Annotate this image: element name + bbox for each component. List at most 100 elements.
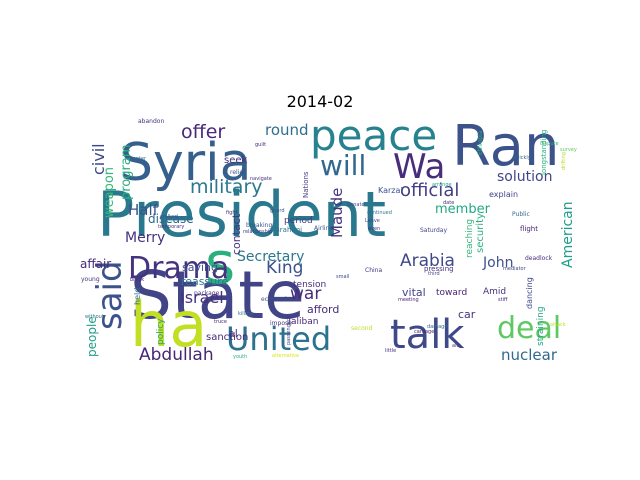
cloud-word-guard: guard <box>270 208 285 214</box>
cloud-word-sanction: sanction <box>206 332 248 343</box>
cloud-word-attack: attack <box>550 322 566 328</box>
cloud-word-offer: offer <box>181 121 225 143</box>
cloud-word-taliban: Taliban <box>286 317 318 327</box>
cloud-word-affair: affair <box>80 257 111 271</box>
cloud-word-impose: impose <box>270 320 292 327</box>
figure-title: 2014-02 <box>286 92 354 111</box>
cloud-word-dancing: dancing <box>525 277 534 309</box>
cloud-word-secretary: Secretary <box>237 249 304 265</box>
cloud-word-united: United <box>226 320 331 358</box>
cloud-word-round: round <box>265 121 309 139</box>
cloud-word-damage: damage <box>427 324 447 330</box>
cloud-word-american: American <box>560 201 576 268</box>
cloud-word-leave: Leave <box>365 218 380 224</box>
cloud-word-straining: straining <box>536 306 546 346</box>
cloud-word-ethiopia: Ethiopia <box>477 130 484 155</box>
cloud-word-disease: disease <box>148 212 194 226</box>
cloud-word-nations: Nations <box>302 171 310 198</box>
cloud-word-nuclear: nuclear <box>501 346 558 364</box>
cloud-word-policy: policy <box>156 318 166 345</box>
cloud-word-survey: survey <box>560 147 577 153</box>
cloud-word-relief: relief <box>230 169 246 176</box>
cloud-word-stalked: stalked <box>160 214 178 220</box>
cloud-word-killing: killing <box>238 311 253 317</box>
cloud-word-package: package <box>194 290 220 297</box>
cloud-word-third: third <box>428 271 440 277</box>
cloud-word-president: President <box>97 178 386 251</box>
cloud-word-airline: Airline <box>314 225 333 232</box>
cloud-word-mediator: mediator <box>503 266 527 272</box>
cloud-word-saturday: Saturday <box>420 227 447 234</box>
cloud-word-aid: aid <box>452 343 460 349</box>
cloud-word-amid: Amid <box>483 287 506 297</box>
cloud-word-china: China <box>365 267 382 274</box>
cloud-word-deadlock: deadlock <box>525 255 553 262</box>
cloud-word-deal: deal <box>497 311 561 346</box>
cloud-word-half: Half <box>128 201 159 219</box>
cloud-word-contact: contact <box>230 213 243 255</box>
cloud-word-reassure: reassure <box>181 275 229 288</box>
cloud-word-abandon: abandon <box>138 118 164 125</box>
cloud-word-syria: Syria <box>120 133 251 193</box>
cloud-word-date: date <box>443 200 454 206</box>
cloud-word-war: war <box>290 284 321 304</box>
cloud-word-state: State <box>130 257 305 334</box>
cloud-background <box>80 117 575 364</box>
cloud-word-explain: explain <box>489 190 518 199</box>
cloud-word-dispute: dispute <box>540 141 559 147</box>
cloud-word-breaking: breaking <box>246 222 272 229</box>
cloud-word-temporary: temporary <box>158 224 184 230</box>
cloud-word-public: Public <box>512 211 530 218</box>
cloud-word-period: period <box>284 216 313 226</box>
cloud-word-maude: Maude <box>328 188 346 238</box>
cloud-word-break: break <box>130 277 144 283</box>
cloud-word-even: even <box>368 226 380 232</box>
cloud-word-held: held <box>133 288 142 305</box>
cloud-word-arabia: Arabia <box>400 251 455 271</box>
cloud-word-car: car <box>458 308 476 321</box>
cloud-word-israel: Israel <box>180 288 224 307</box>
cloud-word-seek: seek <box>224 155 248 166</box>
cloud-word-merry: Merry <box>125 230 165 246</box>
cloud-word-wa: Wa <box>393 147 445 187</box>
cloud-word-civil: civil <box>89 143 108 175</box>
cloud-word-s: s <box>205 229 235 297</box>
cloud-word-pressing: pressing <box>424 265 454 273</box>
cloud-word-military: military <box>190 176 263 198</box>
cloud-word-official: official <box>400 180 459 201</box>
cloud-word-reaching: reaching <box>465 219 475 258</box>
cloud-word-drama: Drama <box>128 251 229 286</box>
cloud-word-saying: saying <box>182 261 218 274</box>
cloud-word-member: member <box>435 202 491 217</box>
cloud-word-guilt: guilt <box>255 142 266 148</box>
cloud-word-fight: fight <box>226 210 237 216</box>
cloud-word-stiff: stiff <box>498 297 508 303</box>
cloud-word-senate: Senate <box>347 202 365 208</box>
cloud-word-will: will <box>320 149 366 182</box>
cloud-word-small: small <box>336 274 349 280</box>
cloud-word-toward: toward <box>436 288 467 298</box>
cloud-word-arrange: arrange <box>432 182 452 188</box>
cloud-word-navigate: navigate <box>250 176 272 182</box>
cloud-word-truce: truce <box>214 319 227 325</box>
cloud-word-ran: Ran <box>452 114 560 179</box>
cloud-word-youth: youth <box>233 354 247 360</box>
cloud-word-talk: talk <box>390 312 465 358</box>
cloud-word-quickly: quickly <box>513 155 531 161</box>
cloud-word-said: said <box>90 260 130 330</box>
cloud-word-relationship: relationship <box>243 229 272 235</box>
cloud-word-john: John <box>482 255 513 271</box>
cloud-word-little: little <box>385 348 396 354</box>
cloud-word-tension: tension <box>293 280 326 290</box>
cloud-word-al: al <box>228 327 238 340</box>
cloud-word-weapon: weapon <box>102 167 117 218</box>
cloud-word-carnage: carnage <box>414 329 434 335</box>
cloud-word-young: young <box>81 276 100 283</box>
cloud-word-brahimi: Brahimi <box>275 226 302 234</box>
cloud-word-abdullah: Abdullah <box>139 345 214 365</box>
cloud-word-meeting: meeting <box>398 297 419 303</box>
cloud-word-second: second <box>351 325 373 332</box>
cloud-word-without: without <box>85 314 104 320</box>
